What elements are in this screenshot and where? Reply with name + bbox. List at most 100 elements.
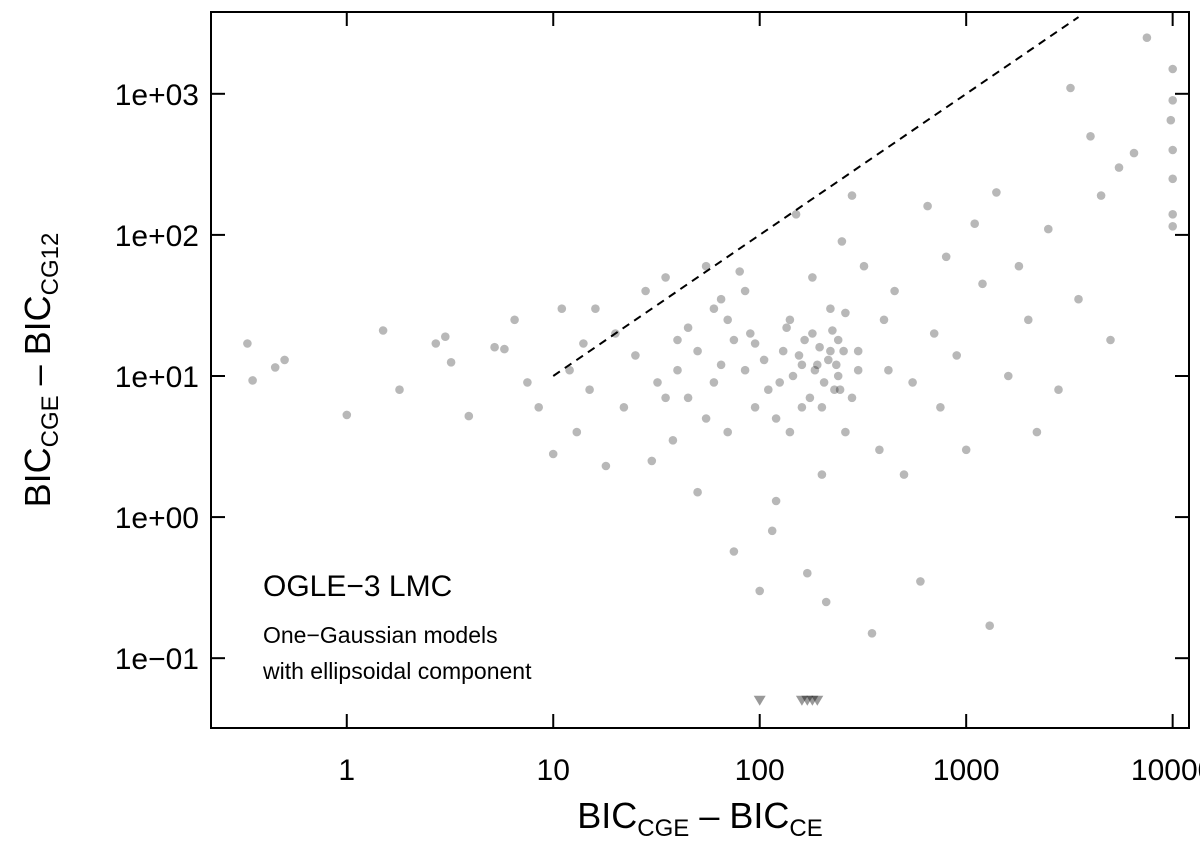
data-point (923, 201, 932, 211)
data-point (800, 335, 809, 345)
data-point (1168, 64, 1177, 74)
data-point (565, 365, 574, 375)
data-point (771, 414, 781, 423)
data-point (280, 355, 289, 365)
data-point (782, 323, 791, 333)
data-point (701, 414, 711, 423)
x-label-b-sub: CE (789, 815, 822, 842)
data-point (378, 326, 388, 335)
data-point (755, 586, 764, 596)
data-point (740, 286, 750, 296)
data-point (1066, 83, 1075, 93)
data-point (978, 279, 987, 289)
data-point (867, 629, 877, 638)
data-point (853, 365, 863, 375)
x-axis-ticks: 1 10 100 1000 10000 (338, 12, 1200, 787)
data-point (794, 351, 804, 360)
data-point (641, 286, 650, 296)
data-point (746, 329, 755, 338)
data-point (1004, 371, 1013, 381)
data-point (835, 385, 845, 395)
data-point (1168, 210, 1177, 219)
data-point (952, 351, 961, 360)
data-point (826, 346, 835, 356)
data-point (847, 191, 857, 200)
data-point (723, 315, 732, 325)
data-point (853, 346, 863, 356)
data-point (248, 376, 257, 385)
data-point (992, 188, 1001, 197)
data-point (1168, 222, 1177, 231)
y-axis-label: BICCGE – BICCG12 (17, 233, 64, 508)
data-point (788, 371, 798, 381)
y-tick-label: 1e+03 (115, 79, 199, 112)
data-point (723, 427, 732, 437)
data-point (500, 344, 509, 354)
data-point (916, 577, 925, 586)
data-point (1168, 96, 1177, 105)
data-point (833, 335, 843, 345)
x-tick-label: 1000 (933, 754, 1000, 787)
censored-point-marker (795, 695, 808, 706)
y-tick-label: 1e+02 (115, 220, 199, 253)
y-label-a: BIC (17, 447, 58, 507)
data-point (832, 360, 841, 370)
data-point (661, 393, 670, 403)
data-point (817, 470, 827, 479)
data-point (819, 378, 829, 387)
data-point (601, 461, 611, 471)
y-axis-ticks: 1e−01 1e+00 1e+01 1e+02 1e+03 (115, 79, 1189, 676)
data-point (693, 346, 702, 356)
data-point (1054, 385, 1063, 395)
data-point (1168, 174, 1177, 184)
annotation-title: OGLE−3 LMC (263, 570, 452, 603)
data-point (446, 358, 456, 367)
data-point (1142, 33, 1152, 42)
data-point (740, 365, 750, 375)
data-point (1024, 315, 1033, 325)
data-point (908, 378, 917, 387)
data-point (830, 385, 839, 395)
data-point (750, 339, 760, 348)
data-point (1168, 145, 1177, 155)
data-point (841, 427, 850, 437)
x-axis-label: BICCGE – BICCE (577, 795, 822, 842)
data-point (716, 360, 726, 370)
data-point (791, 210, 801, 219)
data-point (1106, 335, 1115, 345)
y-label-b: BIC (17, 295, 58, 355)
data-point (661, 273, 670, 282)
data-point (805, 393, 815, 403)
data-points (243, 33, 1177, 638)
x-tick-label: 1 (338, 754, 355, 787)
data-point (890, 286, 899, 296)
data-point (673, 365, 682, 375)
data-point (1086, 132, 1095, 141)
data-point (941, 252, 951, 262)
data-point (579, 339, 588, 348)
data-point (548, 449, 558, 459)
data-point (808, 329, 817, 338)
data-point (778, 346, 788, 356)
data-point (803, 568, 812, 578)
data-point (673, 335, 682, 345)
x-label-a: BIC (577, 795, 637, 836)
data-point (701, 261, 711, 271)
data-point (716, 294, 726, 304)
data-point (875, 445, 884, 455)
data-point (884, 365, 893, 375)
x-tick-label: 100 (735, 754, 785, 787)
data-point (647, 456, 657, 466)
data-point (813, 360, 822, 370)
data-point (767, 526, 777, 536)
annotation-line-2: with ellipsoidal component (262, 658, 532, 684)
x-label-a-sub: CGE (637, 815, 689, 842)
data-point (735, 267, 744, 276)
data-point (797, 360, 807, 370)
y-tick-label: 1e−01 (115, 643, 199, 676)
data-point (810, 365, 820, 375)
data-point (899, 470, 909, 479)
data-point (709, 304, 719, 314)
data-point (828, 326, 837, 335)
